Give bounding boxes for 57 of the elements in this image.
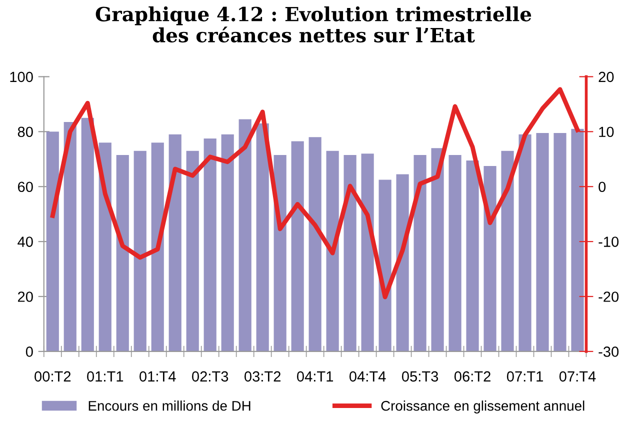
legend-label: Encours en millions de DH bbox=[88, 400, 250, 411]
bar bbox=[151, 142, 164, 352]
bar bbox=[291, 141, 304, 352]
x-tick-label: 03:T2 bbox=[244, 371, 280, 382]
x-tick-label: 05:T3 bbox=[402, 371, 438, 382]
bar bbox=[134, 150, 146, 352]
x-tick-label: 04:T4 bbox=[349, 371, 386, 382]
y-tick-label: 80 bbox=[18, 126, 33, 138]
bar bbox=[64, 122, 76, 352]
bar bbox=[361, 154, 374, 352]
bar bbox=[308, 137, 322, 352]
bar bbox=[186, 150, 199, 352]
x-tick-label: 01:T1 bbox=[87, 371, 124, 382]
y-tick-label: 20 bbox=[18, 292, 33, 302]
x-tick-label: 02:T3 bbox=[192, 371, 228, 382]
bar bbox=[204, 138, 216, 352]
bar bbox=[274, 154, 286, 352]
bar bbox=[431, 148, 444, 352]
legend-label: Croissance en glissement annuel bbox=[381, 400, 584, 414]
y2-tick-label: 10 bbox=[599, 126, 614, 138]
x-tick-label: 01:T4 bbox=[140, 371, 176, 382]
y2-tick-label: 0 bbox=[598, 182, 606, 192]
y-tick-label: 100 bbox=[10, 72, 33, 82]
bar bbox=[168, 134, 182, 352]
y-tick-label: 60 bbox=[18, 182, 33, 192]
y2-tick-label: -10 bbox=[598, 236, 619, 247]
x-tick-label: 07:T1 bbox=[506, 371, 543, 382]
bar bbox=[81, 118, 94, 352]
chart-title: Graphique 4.12 : Evolution trimestrielle des créances nettes sur l’Etat bbox=[96, 6, 532, 42]
bar bbox=[256, 123, 269, 352]
bar bbox=[46, 132, 59, 352]
bar bbox=[414, 154, 426, 352]
bar bbox=[571, 128, 584, 352]
bar bbox=[221, 134, 234, 352]
x-tick-label: 00:T2 bbox=[34, 371, 71, 382]
bar bbox=[518, 134, 532, 352]
y2-tick-label: -30 bbox=[598, 346, 619, 357]
x-tick-label: 04:T1 bbox=[296, 371, 334, 382]
bar bbox=[466, 160, 479, 352]
bar bbox=[484, 166, 496, 352]
bar bbox=[501, 150, 514, 352]
x-tick-label: 07:T4 bbox=[559, 371, 596, 382]
y2-tick-label: -20 bbox=[598, 292, 619, 302]
y-tick-label: 40 bbox=[18, 236, 33, 247]
bar bbox=[326, 150, 339, 352]
bar bbox=[344, 154, 356, 352]
bar bbox=[396, 174, 409, 352]
bar bbox=[554, 133, 566, 352]
bar bbox=[378, 180, 392, 352]
bar bbox=[116, 154, 129, 352]
y-tick-label: 0 bbox=[26, 346, 33, 357]
x-tick-label: 06:T2 bbox=[454, 371, 490, 382]
y2-tick-label: 20 bbox=[598, 72, 614, 82]
bar bbox=[238, 119, 252, 352]
bar bbox=[448, 154, 462, 352]
bar bbox=[98, 142, 112, 352]
bar bbox=[536, 133, 549, 352]
